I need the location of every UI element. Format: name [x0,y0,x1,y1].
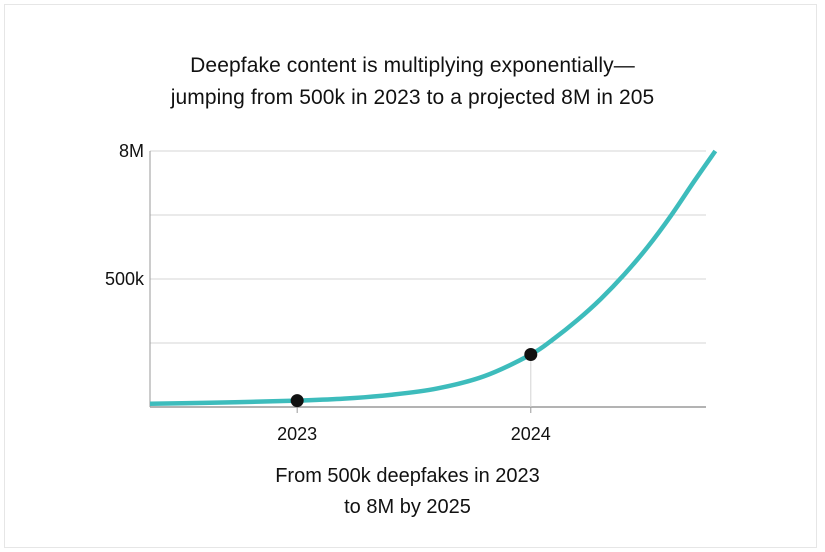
chart-title-line-2: jumping from 500k in 2023 to a projected… [170,86,655,109]
data-point-2024 [524,348,538,362]
chart-caption-line-1: From 500k deepfakes in 2023 [275,465,540,487]
chart-title-line-1: Deepfake content is multiplying exponent… [190,54,635,77]
x-tick-label-2023: 2023 [277,424,317,444]
chart-caption: From 500k deepfakes in 2023 to 8M by 202… [0,461,815,523]
y-tick-label-8M: 8M [119,141,144,161]
chart-title: Deepfake content is multiplying exponent… [0,50,825,114]
image-frame [4,4,817,548]
chart-caption-line-2: to 8M by 2025 [344,496,471,518]
y-tick-label-500k: 500k [105,269,145,289]
data-point-2023 [290,394,304,408]
series-line-deepfakes [149,149,718,407]
x-tick-label-2024: 2024 [511,424,551,444]
